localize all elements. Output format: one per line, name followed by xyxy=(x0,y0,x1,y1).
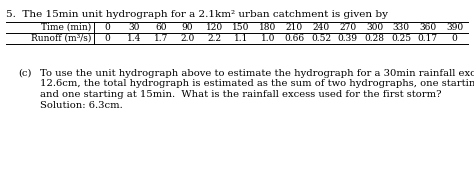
Text: 5.  The 15min unit hydrograph for a 2.1km² urban catchment is given by: 5. The 15min unit hydrograph for a 2.1km… xyxy=(6,10,388,19)
Text: Solution: 6.3cm.: Solution: 6.3cm. xyxy=(40,100,123,109)
Text: (c): (c) xyxy=(18,69,31,78)
Text: 1.4: 1.4 xyxy=(127,34,141,43)
Text: 1.1: 1.1 xyxy=(234,34,248,43)
Text: 0.17: 0.17 xyxy=(418,34,438,43)
Text: 360: 360 xyxy=(419,23,437,32)
Text: and one starting at 15min.  What is the rainfall excess used for the first storm: and one starting at 15min. What is the r… xyxy=(40,90,441,99)
Text: 210: 210 xyxy=(286,23,303,32)
Text: 0: 0 xyxy=(104,34,110,43)
Text: 0.28: 0.28 xyxy=(365,34,384,43)
Text: 2.0: 2.0 xyxy=(181,34,195,43)
Text: 0.25: 0.25 xyxy=(391,34,411,43)
Text: 240: 240 xyxy=(312,23,329,32)
Text: To use the unit hydrograph above to estimate the hydrograph for a 30min rainfall: To use the unit hydrograph above to esti… xyxy=(40,69,474,78)
Text: 60: 60 xyxy=(155,23,166,32)
Text: 30: 30 xyxy=(128,23,140,32)
Text: 330: 330 xyxy=(393,23,410,32)
Text: 0.39: 0.39 xyxy=(338,34,358,43)
Text: 2.2: 2.2 xyxy=(207,34,221,43)
Text: 12.6cm, the total hydrograph is estimated as the sum of two hydrographs, one sta: 12.6cm, the total hydrograph is estimate… xyxy=(40,79,474,88)
Text: 120: 120 xyxy=(206,23,223,32)
Text: 0.52: 0.52 xyxy=(311,34,331,43)
Text: 180: 180 xyxy=(259,23,276,32)
Text: 300: 300 xyxy=(366,23,383,32)
Text: 0.66: 0.66 xyxy=(284,34,304,43)
Text: 270: 270 xyxy=(339,23,356,32)
Text: 1.7: 1.7 xyxy=(154,34,168,43)
Text: 0: 0 xyxy=(104,23,110,32)
Text: 0: 0 xyxy=(452,34,457,43)
Text: Runoff (m³/s): Runoff (m³/s) xyxy=(31,34,91,43)
Text: 1.0: 1.0 xyxy=(260,34,275,43)
Text: 150: 150 xyxy=(232,23,250,32)
Text: 90: 90 xyxy=(182,23,193,32)
Text: Time (min): Time (min) xyxy=(41,23,91,32)
Text: 390: 390 xyxy=(446,23,463,32)
